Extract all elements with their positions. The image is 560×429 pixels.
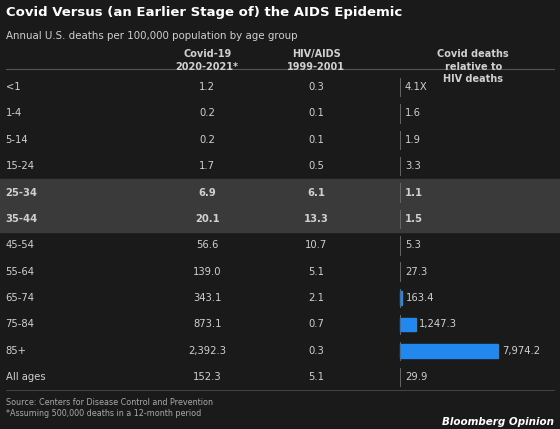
Text: 6.1: 6.1: [307, 187, 325, 197]
Text: All ages: All ages: [6, 372, 45, 382]
Text: 0.3: 0.3: [309, 82, 324, 92]
Text: 163.4: 163.4: [406, 293, 434, 303]
Text: 10.7: 10.7: [305, 240, 328, 250]
Text: 85+: 85+: [6, 346, 27, 356]
Text: 15-24: 15-24: [6, 161, 35, 171]
FancyBboxPatch shape: [0, 206, 560, 232]
Text: 1.5: 1.5: [405, 214, 423, 224]
Text: Covid Versus (an Earlier Stage of) the AIDS Epidemic: Covid Versus (an Earlier Stage of) the A…: [6, 6, 402, 19]
Text: 4.1X: 4.1X: [405, 82, 428, 92]
Text: 0.3: 0.3: [309, 346, 324, 356]
Text: 1.7: 1.7: [199, 161, 215, 171]
Text: Bloomberg Opinion: Bloomberg Opinion: [442, 417, 554, 427]
Text: 3.3: 3.3: [405, 161, 421, 171]
Text: 56.6: 56.6: [196, 240, 218, 250]
Text: 65-74: 65-74: [6, 293, 35, 303]
Text: Source: Centers for Disease Control and Prevention
*Assuming 500,000 deaths in a: Source: Centers for Disease Control and …: [6, 398, 213, 417]
Text: 0.1: 0.1: [309, 135, 324, 145]
Text: 2,392.3: 2,392.3: [188, 346, 226, 356]
Text: 1.1: 1.1: [405, 187, 423, 197]
Text: 2.1: 2.1: [309, 293, 324, 303]
Text: 45-54: 45-54: [6, 240, 35, 250]
Text: 7,974.2: 7,974.2: [502, 346, 540, 356]
Text: 5-14: 5-14: [6, 135, 28, 145]
Text: 6.9: 6.9: [198, 187, 216, 197]
Text: 1.6: 1.6: [405, 109, 421, 118]
Text: 5.3: 5.3: [405, 240, 421, 250]
Text: Covid-19
2020-2021*: Covid-19 2020-2021*: [176, 49, 239, 72]
Text: 873.1: 873.1: [193, 320, 221, 329]
FancyBboxPatch shape: [400, 317, 416, 331]
Text: Covid deaths
relative to
HIV deaths: Covid deaths relative to HIV deaths: [437, 49, 509, 84]
Text: 0.7: 0.7: [309, 320, 324, 329]
Text: 35-44: 35-44: [6, 214, 38, 224]
Text: 0.5: 0.5: [309, 161, 324, 171]
Text: 13.3: 13.3: [304, 214, 329, 224]
Text: 139.0: 139.0: [193, 267, 221, 277]
Text: 75-84: 75-84: [6, 320, 35, 329]
Text: Annual U.S. deaths per 100,000 population by age group: Annual U.S. deaths per 100,000 populatio…: [6, 31, 297, 41]
FancyBboxPatch shape: [400, 291, 403, 305]
Text: 343.1: 343.1: [193, 293, 221, 303]
Text: 20.1: 20.1: [195, 214, 220, 224]
FancyBboxPatch shape: [400, 344, 498, 358]
Text: <1: <1: [6, 82, 20, 92]
Text: 0.1: 0.1: [309, 109, 324, 118]
Text: 25-34: 25-34: [6, 187, 38, 197]
FancyBboxPatch shape: [0, 179, 560, 206]
Text: 5.1: 5.1: [309, 372, 324, 382]
Text: 0.2: 0.2: [199, 135, 215, 145]
Text: 1,247.3: 1,247.3: [419, 320, 457, 329]
Text: HIV/AIDS
1999-2001: HIV/AIDS 1999-2001: [287, 49, 346, 72]
Text: 29.9: 29.9: [405, 372, 427, 382]
Text: 1.2: 1.2: [199, 82, 215, 92]
Text: 1-4: 1-4: [6, 109, 22, 118]
Text: 27.3: 27.3: [405, 267, 427, 277]
Text: 5.1: 5.1: [309, 267, 324, 277]
Text: 1.9: 1.9: [405, 135, 421, 145]
Text: 0.2: 0.2: [199, 109, 215, 118]
Text: 55-64: 55-64: [6, 267, 35, 277]
Text: 152.3: 152.3: [193, 372, 222, 382]
